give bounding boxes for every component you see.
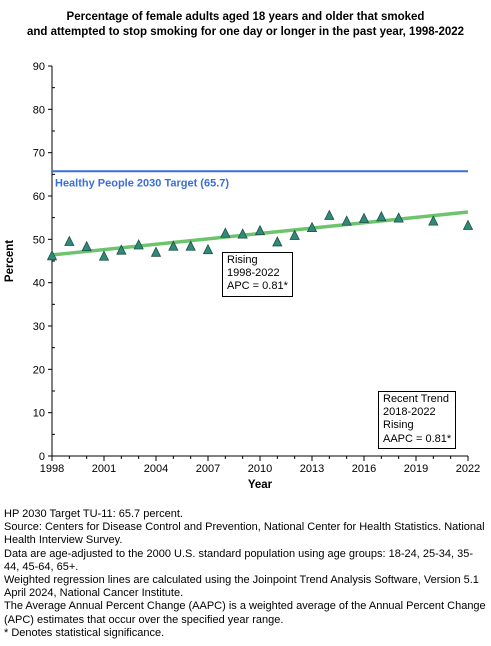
data-point-2012 bbox=[289, 229, 300, 240]
x-tick-label-2013: 2013 bbox=[300, 463, 324, 475]
data-point-2016 bbox=[358, 212, 370, 223]
data-point-2020 bbox=[428, 215, 439, 226]
chart-notes: HP 2030 Target TU-11: 65.7 percent. Sour… bbox=[4, 508, 488, 640]
data-point-2004 bbox=[150, 246, 162, 257]
note-significance: * Denotes statistical significance. bbox=[4, 626, 165, 639]
recent-trend-line-4: AAPC = 0.81* bbox=[383, 432, 452, 445]
data-point-2017 bbox=[376, 210, 387, 222]
y-tick-label-30: 30 bbox=[33, 321, 45, 333]
chart-title-line-2: and attempted to stop smoking for one da… bbox=[26, 26, 465, 38]
y-tick-label-90: 90 bbox=[33, 61, 45, 73]
data-point-2009 bbox=[237, 228, 248, 239]
data-point-2008 bbox=[220, 227, 231, 238]
apc-annotation-line-1: Rising bbox=[227, 254, 258, 266]
apc-annotation-box: Rising 1998-2022 APC = 0.81* bbox=[222, 252, 293, 297]
recent-trend-annotation-box: Recent Trend 2018-2022 Rising AAPC = 0.8… bbox=[378, 391, 457, 449]
y-tick-label-40: 40 bbox=[33, 278, 45, 290]
recent-trend-line-2: 2018-2022 bbox=[383, 406, 436, 419]
data-point-2001 bbox=[98, 250, 110, 261]
apc-annotation-line-3: APC = 0.81* bbox=[227, 280, 288, 293]
data-point-2005 bbox=[168, 240, 179, 251]
x-tick-label-2010: 2010 bbox=[248, 463, 272, 475]
data-point-2006 bbox=[185, 240, 196, 251]
y-tick-label-50: 50 bbox=[33, 234, 45, 246]
data-point-1999 bbox=[64, 235, 75, 246]
y-axis-title: Percent bbox=[4, 240, 16, 282]
note-hp-target: HP 2030 Target TU-11: 65.7 percent. bbox=[4, 508, 183, 520]
y-tick-label-80: 80 bbox=[33, 104, 45, 116]
data-point-2007 bbox=[202, 243, 214, 255]
recent-trend-line-1: Recent Trend bbox=[383, 393, 450, 405]
x-axis-title: Year bbox=[248, 479, 273, 491]
x-tick-label-2007: 2007 bbox=[196, 463, 220, 475]
data-point-2022 bbox=[462, 219, 474, 230]
data-point-2018 bbox=[393, 212, 404, 223]
x-tick-label-2004: 2004 bbox=[144, 463, 168, 475]
data-point-2014 bbox=[324, 209, 335, 220]
y-tick-label-0: 0 bbox=[39, 451, 45, 463]
target-line-label: Healthy People 2030 Target (65.7) bbox=[55, 177, 229, 189]
x-tick-label-2019: 2019 bbox=[404, 463, 428, 475]
recent-trend-line-3: Rising bbox=[383, 419, 414, 432]
x-tick-label-2001: 2001 bbox=[92, 463, 116, 475]
chart-title: Percentage of female adults aged 18 year… bbox=[0, 10, 491, 40]
chart-title-line-1: Percentage of female adults aged 18 year… bbox=[66, 11, 425, 23]
data-point-2003 bbox=[133, 239, 144, 250]
data-point-2015 bbox=[341, 215, 352, 226]
y-tick-label-70: 70 bbox=[33, 148, 45, 160]
chart-svg: 0 10 20 30 40 50 60 70 80 90 1998 2001 2004 2007 2010 2… bbox=[4, 61, 480, 491]
y-tick-label-60: 60 bbox=[33, 191, 45, 203]
y-tick-label-10: 10 bbox=[33, 408, 45, 420]
note-aapc: The Average Annual Percent Change (AAPC)… bbox=[4, 600, 489, 626]
note-regression: Weighted regression lines are calculated… bbox=[4, 574, 482, 600]
data-point-2010 bbox=[254, 224, 266, 236]
data-point-1998 bbox=[46, 249, 58, 261]
x-tick-label-2016: 2016 bbox=[352, 463, 376, 475]
y-tick-label-20: 20 bbox=[33, 364, 45, 376]
data-point-2002 bbox=[116, 244, 127, 255]
data-point-2000 bbox=[81, 240, 92, 252]
note-source: Source: Centers for Disease Control and … bbox=[4, 521, 488, 547]
data-point-2011 bbox=[272, 236, 283, 247]
x-tick-label-2022: 2022 bbox=[456, 463, 480, 475]
data-point-2013 bbox=[306, 221, 318, 233]
apc-annotation-line-2: 1998-2022 bbox=[227, 267, 280, 280]
note-age-adjusted: Data are age-adjusted to the 2000 U.S. s… bbox=[4, 547, 474, 573]
x-tick-label-1998: 1998 bbox=[40, 463, 64, 475]
